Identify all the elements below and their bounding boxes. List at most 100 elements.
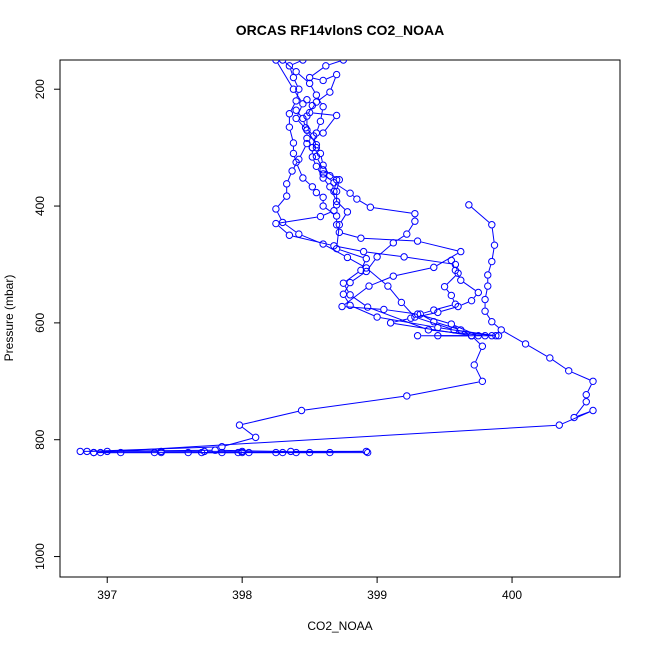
series-segment <box>372 277 391 286</box>
data-point <box>497 326 505 334</box>
data-point <box>295 85 303 93</box>
series-segment <box>485 289 488 297</box>
data-point <box>299 60 307 64</box>
data-point <box>218 443 226 451</box>
data-point <box>308 143 317 152</box>
series-segment <box>313 160 316 164</box>
data-point <box>478 377 487 385</box>
data-point <box>343 253 352 262</box>
data-point <box>389 239 398 247</box>
series-segment <box>337 245 361 252</box>
data-point <box>184 448 192 457</box>
data-point <box>407 314 415 322</box>
data-point <box>285 123 294 131</box>
data-point <box>484 271 492 279</box>
series-segment <box>475 349 482 362</box>
series-segment <box>345 272 359 282</box>
data-point <box>339 60 348 64</box>
data-point <box>316 117 325 126</box>
series-segment <box>452 298 455 302</box>
data-point <box>467 296 476 305</box>
data-point <box>272 219 280 228</box>
series-segment <box>323 211 331 216</box>
data-point <box>589 377 597 385</box>
data-point <box>305 448 314 457</box>
series-segment <box>324 118 335 131</box>
series-segment <box>387 309 415 315</box>
data-point <box>362 254 371 263</box>
data-point <box>299 100 307 108</box>
series-segment <box>418 317 451 330</box>
y-tick-label: 800 <box>33 429 47 449</box>
series-segment <box>461 301 469 306</box>
data-point <box>451 300 460 308</box>
data-point <box>339 290 348 298</box>
series-segment <box>339 249 364 258</box>
series-segment <box>303 121 306 125</box>
series-segment <box>344 297 349 303</box>
series-segment <box>297 106 302 116</box>
data-point <box>326 183 334 191</box>
data-point <box>83 447 91 456</box>
data-point <box>474 288 483 297</box>
series-segment <box>317 124 320 130</box>
data-point <box>312 162 321 171</box>
series-segment <box>285 61 294 70</box>
data-point <box>117 448 125 457</box>
data-point <box>465 201 473 209</box>
data-point <box>288 167 296 175</box>
series-4 <box>103 447 371 457</box>
series-segment <box>292 60 300 65</box>
series-segment <box>298 120 305 128</box>
series-segment <box>285 224 297 233</box>
data-point <box>312 91 321 99</box>
data-point <box>521 340 530 348</box>
series-segment <box>488 264 492 272</box>
series-segment <box>325 207 335 215</box>
series-segment <box>342 232 358 238</box>
data-point <box>397 298 406 307</box>
data-point <box>289 73 298 82</box>
series-segment <box>491 228 495 242</box>
series-segment <box>423 315 431 321</box>
data-point <box>413 310 422 318</box>
series-segment <box>97 424 556 453</box>
data-point <box>332 201 341 209</box>
data-point <box>319 174 327 182</box>
series-segment <box>431 329 482 336</box>
data-point <box>335 228 344 237</box>
x-tick-label: 397 <box>97 588 117 602</box>
x-tick-label: 398 <box>232 588 252 602</box>
series-8 <box>303 96 489 340</box>
data-point <box>299 174 307 182</box>
series-segment <box>289 130 294 140</box>
data-point <box>326 88 334 96</box>
series-segment <box>475 367 482 379</box>
data-point <box>589 406 597 415</box>
data-point <box>312 188 321 197</box>
series-segment <box>393 318 408 323</box>
data-point <box>411 209 419 218</box>
series-segment <box>312 136 316 145</box>
data-point <box>326 448 334 457</box>
series-segment <box>373 207 412 214</box>
x-tick-label: 399 <box>367 588 387 602</box>
data-point <box>312 98 321 106</box>
series-segment <box>504 331 523 343</box>
series-segment <box>318 93 328 101</box>
data-point <box>308 153 317 161</box>
series-segment <box>471 206 490 223</box>
data-point <box>332 187 341 196</box>
series-segment <box>309 102 311 104</box>
data-point <box>343 208 352 216</box>
data-point <box>481 295 489 304</box>
y-tick-label: 400 <box>33 196 47 216</box>
series-segment <box>368 259 376 269</box>
data-point <box>555 421 563 429</box>
series-segment <box>300 146 306 157</box>
data-point <box>373 313 381 321</box>
series-segment <box>294 156 296 159</box>
series-segment <box>324 180 329 185</box>
data-point <box>292 67 300 76</box>
series-segment <box>352 273 364 281</box>
